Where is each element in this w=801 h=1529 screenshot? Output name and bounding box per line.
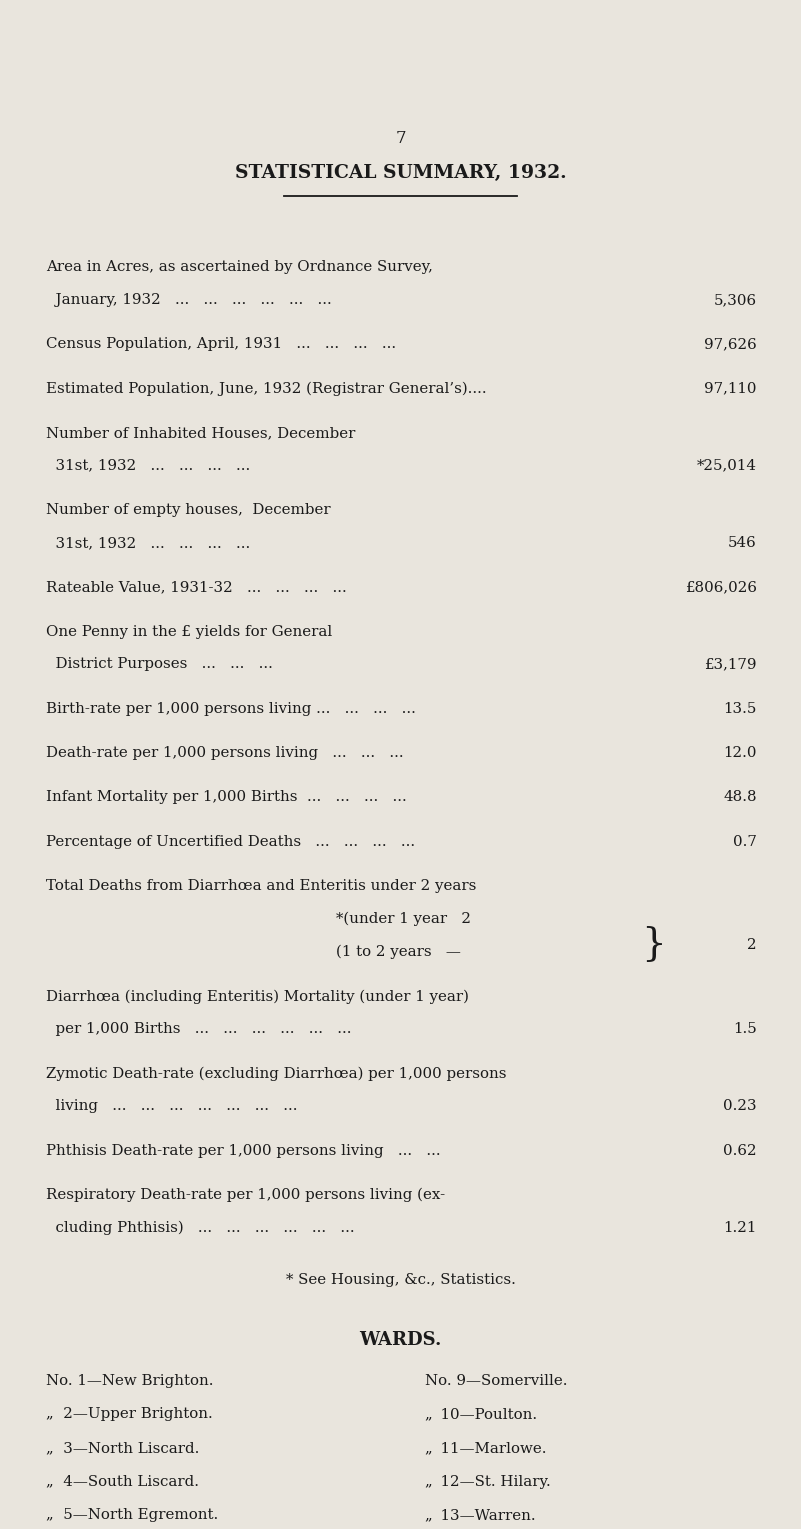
Text: District Purposes   ...   ...   ...: District Purposes ... ... ... xyxy=(46,657,273,671)
Text: Census Population, April, 1931   ...   ...   ...   ...: Census Population, April, 1931 ... ... .… xyxy=(46,338,396,352)
Text: Number of Inhabited Houses, December: Number of Inhabited Houses, December xyxy=(46,425,356,440)
Text: Respiratory Death‑rate per 1,000 persons living (ex-: Respiratory Death‑rate per 1,000 persons… xyxy=(46,1188,445,1202)
Text: „  2—Upper Brighton.: „ 2—Upper Brighton. xyxy=(46,1407,213,1422)
Text: Rateable Value, 1931-32   ...   ...   ...   ...: Rateable Value, 1931-32 ... ... ... ... xyxy=(46,579,347,595)
Text: Estimated Population, June, 1932 (Registrar General’s)....: Estimated Population, June, 1932 (Regist… xyxy=(46,381,487,396)
Text: £806,026: £806,026 xyxy=(685,579,757,595)
Text: STATISTICAL SUMMARY, 1932.: STATISTICAL SUMMARY, 1932. xyxy=(235,164,566,182)
Text: January, 1932   ...   ...   ...   ...   ...   ...: January, 1932 ... ... ... ... ... ... xyxy=(46,292,332,307)
Text: Percentage of Uncertified Deaths   ...   ...   ...   ...: Percentage of Uncertified Deaths ... ...… xyxy=(46,835,416,849)
Text: „  10—Poulton.: „ 10—Poulton. xyxy=(425,1407,537,1422)
Text: 5,306: 5,306 xyxy=(714,292,757,307)
Text: 97,110: 97,110 xyxy=(704,381,757,396)
Text: Infant Mortality per 1,000 Births  ...   ...   ...   ...: Infant Mortality per 1,000 Births ... ..… xyxy=(46,790,407,804)
Text: Total Deaths from Diarrhœa and Enteritis under 2 years: Total Deaths from Diarrhœa and Enteritis… xyxy=(46,879,477,893)
Text: Diarrhœa (including Enteritis) Mortality (under 1 year): Diarrhœa (including Enteritis) Mortality… xyxy=(46,989,469,1003)
Text: One Penny in the £ yields for General: One Penny in the £ yields for General xyxy=(46,624,332,639)
Text: (1 to 2 years   —: (1 to 2 years — xyxy=(336,945,461,959)
Text: Zymotic Death-rate (excluding Diarrhœa) per 1,000 persons: Zymotic Death-rate (excluding Diarrhœa) … xyxy=(46,1066,507,1081)
Text: Area in Acres, as ascertained by Ordnance Survey,: Area in Acres, as ascertained by Ordnanc… xyxy=(46,260,433,274)
Text: 31st, 1932   ...   ...   ...   ...: 31st, 1932 ... ... ... ... xyxy=(46,459,251,472)
Text: *(under 1 year   2: *(under 1 year 2 xyxy=(336,911,472,927)
Text: „  5—North Egremont.: „ 5—North Egremont. xyxy=(46,1508,219,1523)
Text: Death-rate per 1,000 persons living   ...   ...   ...: Death-rate per 1,000 persons living ... … xyxy=(46,746,404,760)
Text: „  12—St. Hilary.: „ 12—St. Hilary. xyxy=(425,1474,550,1489)
Text: 12.0: 12.0 xyxy=(723,746,757,760)
Text: Number of empty houses,  December: Number of empty houses, December xyxy=(46,503,331,517)
Text: „  4—South Liscard.: „ 4—South Liscard. xyxy=(46,1474,199,1489)
Text: „  11—Marlowe.: „ 11—Marlowe. xyxy=(425,1440,546,1456)
Text: 0.7: 0.7 xyxy=(733,835,757,849)
Text: 546: 546 xyxy=(728,535,757,550)
Text: per 1,000 Births   ...   ...   ...   ...   ...   ...: per 1,000 Births ... ... ... ... ... ... xyxy=(46,1021,352,1037)
Text: No. 1—New Brighton.: No. 1—New Brighton. xyxy=(46,1373,214,1388)
Text: „  3—North Liscard.: „ 3—North Liscard. xyxy=(46,1440,199,1456)
Text: * See Housing, &c., Statistics.: * See Housing, &c., Statistics. xyxy=(286,1272,515,1287)
Text: Birth-rate per 1,000 persons living ...   ...   ...   ...: Birth-rate per 1,000 persons living ... … xyxy=(46,702,417,716)
Text: £3,179: £3,179 xyxy=(704,657,757,671)
Text: 7: 7 xyxy=(395,130,406,147)
Text: cluding Phthisis)   ...   ...   ...   ...   ...   ...: cluding Phthisis) ... ... ... ... ... ..… xyxy=(46,1220,355,1235)
Text: 0.62: 0.62 xyxy=(723,1144,757,1157)
Text: WARDS.: WARDS. xyxy=(360,1330,441,1349)
Text: No. 9—Somerville.: No. 9—Somerville. xyxy=(425,1373,567,1388)
Text: 31st, 1932   ...   ...   ...   ...: 31st, 1932 ... ... ... ... xyxy=(46,535,251,550)
Text: }: } xyxy=(641,927,666,963)
Text: 2: 2 xyxy=(747,937,757,953)
Text: Phthisis Death-rate per 1,000 persons living   ...   ...: Phthisis Death-rate per 1,000 persons li… xyxy=(46,1144,441,1157)
Text: „  13—Warren.: „ 13—Warren. xyxy=(425,1508,535,1523)
Text: 1.5: 1.5 xyxy=(733,1021,757,1037)
Text: 1.21: 1.21 xyxy=(723,1220,757,1235)
Text: *25,014: *25,014 xyxy=(697,459,757,472)
Text: 13.5: 13.5 xyxy=(723,702,757,716)
Text: living   ...   ...   ...   ...   ...   ...   ...: living ... ... ... ... ... ... ... xyxy=(46,1099,298,1113)
Text: 0.23: 0.23 xyxy=(723,1099,757,1113)
Text: 48.8: 48.8 xyxy=(723,790,757,804)
Text: 97,626: 97,626 xyxy=(704,338,757,352)
